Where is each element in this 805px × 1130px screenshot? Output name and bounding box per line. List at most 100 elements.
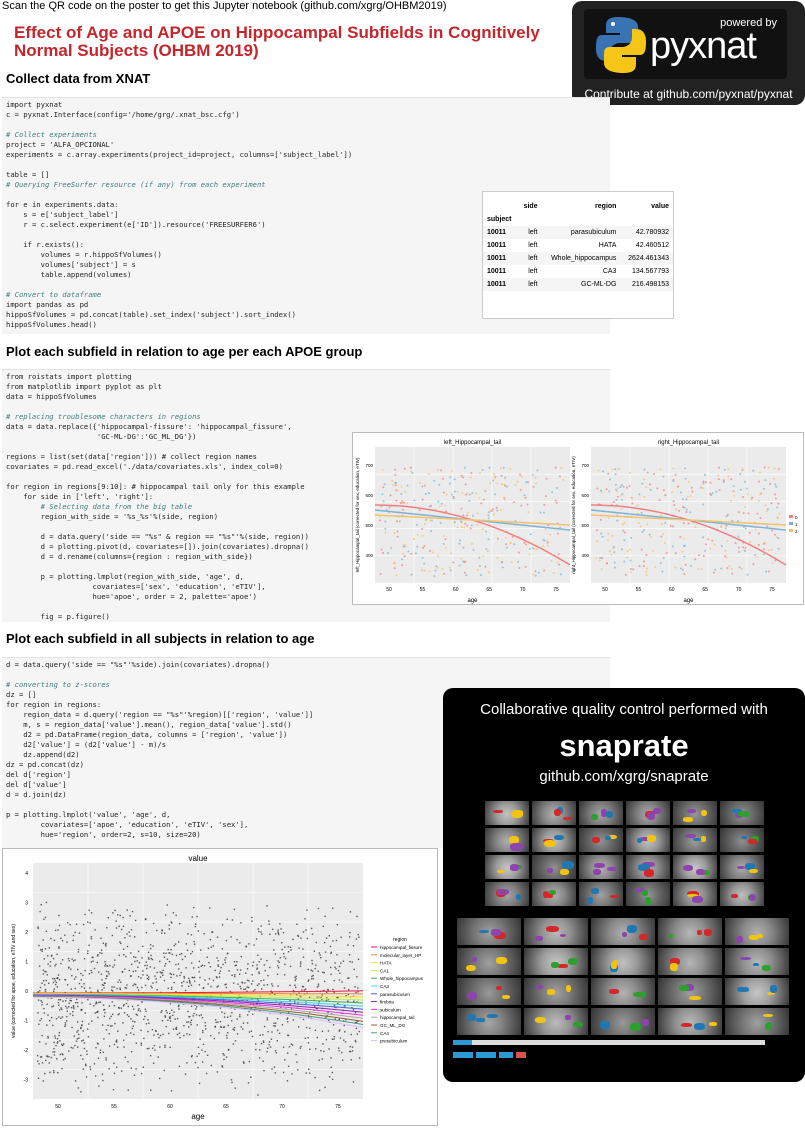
scatter-point xyxy=(740,567,743,570)
mri-snapshot-thumbnail[interactable] xyxy=(725,1008,789,1035)
snaprate-panel[interactable]: Collaborative quality control performed … xyxy=(443,688,805,1082)
segmentation-overlay xyxy=(608,834,618,840)
mri-snapshot-thumbnail[interactable] xyxy=(626,855,670,879)
scatter-point xyxy=(259,1034,261,1036)
scatter-point xyxy=(320,996,322,998)
scatter-point xyxy=(233,908,236,911)
segmentation-overlay xyxy=(561,861,574,869)
scatter-point xyxy=(402,552,405,555)
scatter-point xyxy=(626,550,629,553)
mri-snapshot-thumbnail[interactable] xyxy=(532,801,576,825)
scatter-point xyxy=(203,993,205,995)
snaprate-button-4[interactable] xyxy=(516,1052,526,1058)
mri-snapshot-thumbnail[interactable] xyxy=(591,918,655,945)
mri-snapshot-thumbnail[interactable] xyxy=(524,978,588,1005)
mri-snapshot-thumbnail[interactable] xyxy=(591,978,655,1005)
mri-snapshot-thumbnail[interactable] xyxy=(658,1008,722,1035)
mri-snapshot-thumbnail[interactable] xyxy=(579,801,623,825)
scatter-point xyxy=(127,1005,129,1008)
mri-snapshot-thumbnail[interactable] xyxy=(485,882,529,906)
scatter-point xyxy=(105,1029,108,1031)
scatter-point xyxy=(125,1002,128,1005)
mri-snapshot-thumbnail[interactable] xyxy=(725,918,789,945)
scatter-point xyxy=(709,547,712,550)
mri-snapshot-thumbnail[interactable] xyxy=(532,855,576,879)
mri-snapshot-thumbnail[interactable] xyxy=(673,882,717,906)
mri-snapshot-thumbnail[interactable] xyxy=(485,855,529,879)
mri-snapshot-thumbnail[interactable] xyxy=(485,801,529,825)
scatter-point xyxy=(234,1008,236,1010)
mri-snapshot-thumbnail[interactable] xyxy=(626,828,670,852)
segmentation-overlay xyxy=(691,896,703,903)
contribute-link[interactable]: Contribute at github.com/pyxnat/pyxnat xyxy=(584,87,793,101)
snaprate-button-2[interactable] xyxy=(476,1052,496,1058)
scatter-point xyxy=(245,945,248,947)
snaprate-url[interactable]: github.com/xgrg/snaprate xyxy=(539,768,709,785)
scatter-point xyxy=(350,1033,352,1036)
mri-snapshot-thumbnail[interactable] xyxy=(720,855,764,879)
mri-snapshot-thumbnail[interactable] xyxy=(457,978,521,1005)
scatter-point xyxy=(166,904,169,906)
mri-snapshot-thumbnail[interactable] xyxy=(626,882,670,906)
scatter-point xyxy=(352,945,355,947)
mri-snapshot-thumbnail[interactable] xyxy=(532,828,576,852)
scatter-point xyxy=(83,1042,86,1044)
mri-snapshot-thumbnail[interactable] xyxy=(579,855,623,879)
mri-snapshot-thumbnail[interactable] xyxy=(524,918,588,945)
scatter-point xyxy=(765,570,768,573)
mri-snapshot-thumbnail[interactable] xyxy=(524,948,588,975)
mri-snapshot-thumbnail[interactable] xyxy=(485,828,529,852)
scatter-point xyxy=(277,931,279,933)
mri-snapshot-thumbnail[interactable] xyxy=(720,828,764,852)
scatter-point xyxy=(61,1008,63,1011)
segmentation-overlay xyxy=(590,888,600,895)
scatter-point xyxy=(190,984,193,986)
mri-snapshot-thumbnail[interactable] xyxy=(591,948,655,975)
scatter-point xyxy=(310,969,312,971)
scatter-point xyxy=(320,1049,322,1052)
scatter-point xyxy=(210,946,212,948)
scatter-point xyxy=(188,1033,191,1036)
mri-snapshot-thumbnail[interactable] xyxy=(457,1008,521,1035)
mri-snapshot-thumbnail[interactable] xyxy=(673,855,717,879)
mri-snapshot-thumbnail[interactable] xyxy=(673,801,717,825)
mri-snapshot-thumbnail[interactable] xyxy=(579,828,623,852)
scatter-point xyxy=(205,1028,207,1030)
scatter-point xyxy=(190,1005,193,1007)
scatter-point xyxy=(41,1001,43,1004)
scatter-point xyxy=(391,479,394,482)
mri-snapshot-thumbnail[interactable] xyxy=(725,978,789,1005)
mri-snapshot-thumbnail[interactable] xyxy=(720,882,764,906)
scatter-point xyxy=(356,1033,358,1035)
mri-snapshot-thumbnail[interactable] xyxy=(658,948,722,975)
mri-snapshot-thumbnail[interactable] xyxy=(579,882,623,906)
mri-snapshot-thumbnail[interactable] xyxy=(457,948,521,975)
pyxnat-badge[interactable]: powered by pyxnat Contribute at github.c… xyxy=(572,1,805,105)
scatter-point xyxy=(318,1000,321,1003)
scatter-point xyxy=(53,1041,55,1044)
mri-snapshot-thumbnail[interactable] xyxy=(658,978,722,1005)
scatter-point xyxy=(268,1041,271,1043)
scatter-point xyxy=(342,960,345,962)
mri-snapshot-thumbnail[interactable] xyxy=(673,828,717,852)
mri-snapshot-thumbnail[interactable] xyxy=(626,801,670,825)
snaprate-button-3[interactable] xyxy=(499,1052,513,1058)
scatter-point xyxy=(297,1026,300,1028)
column-header-region: region xyxy=(595,203,617,210)
scatter-point xyxy=(140,1042,143,1045)
snaprate-button-1[interactable] xyxy=(453,1052,473,1058)
mri-snapshot-thumbnail[interactable] xyxy=(658,918,722,945)
scatter-point xyxy=(133,983,136,985)
scatter-point xyxy=(277,929,279,931)
mri-snapshot-thumbnail[interactable] xyxy=(720,801,764,825)
mri-snapshot-thumbnail[interactable] xyxy=(524,1008,588,1035)
code-line: dz.append(d2) xyxy=(6,750,80,759)
scatter-point xyxy=(646,523,649,526)
scatter-point xyxy=(757,499,760,502)
scatter-point xyxy=(282,952,285,955)
mri-snapshot-thumbnail[interactable] xyxy=(591,1008,655,1035)
mri-snapshot-thumbnail[interactable] xyxy=(457,918,521,945)
scatter-point xyxy=(226,952,229,954)
mri-snapshot-thumbnail[interactable] xyxy=(532,882,576,906)
mri-snapshot-thumbnail[interactable] xyxy=(725,948,789,975)
